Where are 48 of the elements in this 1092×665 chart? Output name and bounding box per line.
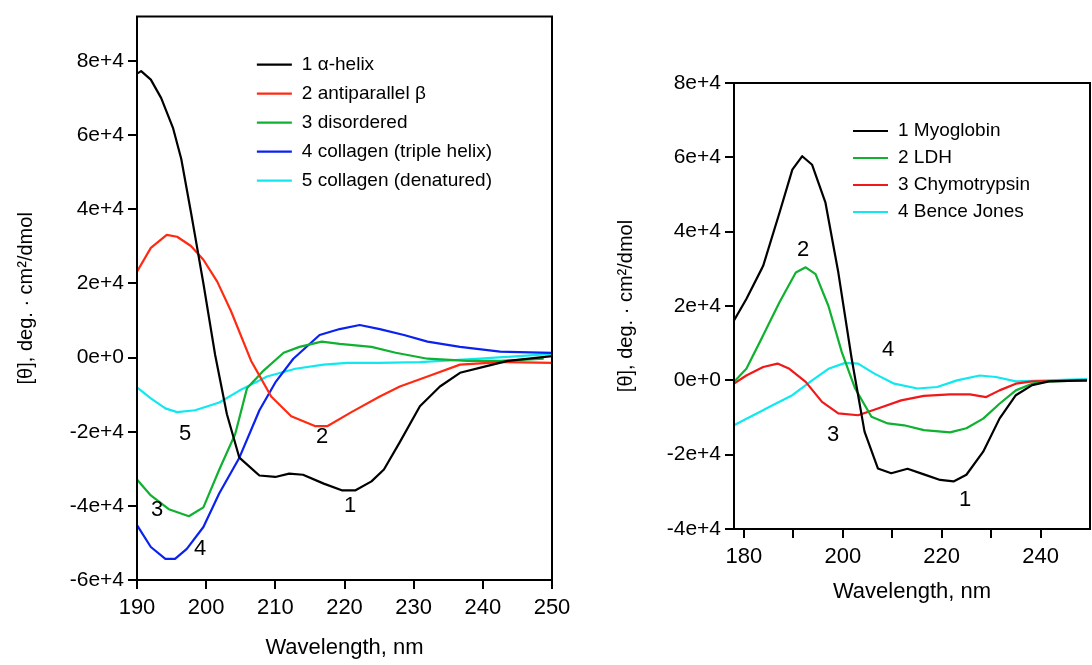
y-tick-label: 2e+4 bbox=[673, 292, 722, 316]
y-axis-title: [θ], deg. · cm²/dmol bbox=[13, 212, 36, 385]
y-tick-label: 4e+4 bbox=[76, 196, 125, 220]
legend-label: 1 α-helix bbox=[301, 52, 375, 74]
y-tick-label: 4e+4 bbox=[673, 218, 722, 242]
y-tick-label: -4e+4 bbox=[69, 492, 125, 516]
y-tick-label: -4e+4 bbox=[666, 515, 722, 539]
annotation: 1 bbox=[958, 486, 972, 512]
legend-label: 5 collagen (denatured) bbox=[301, 168, 493, 190]
y-tick-label: 2e+4 bbox=[76, 270, 125, 294]
legend-label: 3 Chymotrypsin bbox=[898, 173, 1031, 195]
annotation: 3 bbox=[826, 421, 840, 447]
legend-label: 4 collagen (triple helix) bbox=[301, 139, 492, 161]
y-tick-label: 0e+0 bbox=[673, 367, 721, 391]
x-tick-label: 180 bbox=[725, 543, 763, 569]
x-tick-label: 240 bbox=[464, 594, 502, 620]
x-tick-label: 210 bbox=[256, 594, 294, 620]
x-axis-title: Wavelength, nm bbox=[832, 577, 992, 603]
y-tick-label: -6e+4 bbox=[69, 566, 125, 590]
y-tick-label: 8e+4 bbox=[76, 47, 125, 71]
legend-label: 2 LDH bbox=[898, 146, 952, 168]
annotation: 4 bbox=[881, 336, 895, 362]
y-tick-label: -2e+4 bbox=[69, 418, 125, 442]
x-tick-label: 240 bbox=[1022, 543, 1059, 569]
y-axis-title: [θ], deg. · cm²/dmol bbox=[613, 219, 636, 393]
y-tick-label: -2e+4 bbox=[666, 441, 722, 465]
annotation: 2 bbox=[315, 423, 329, 449]
annotation: 1 bbox=[343, 492, 357, 518]
legend-label: 1 Myoglobin bbox=[898, 119, 1001, 141]
y-tick-label: 0e+0 bbox=[76, 344, 124, 368]
legend-label: 3 disordered bbox=[301, 110, 408, 132]
legend-label: 2 antiparallel β bbox=[301, 81, 426, 103]
y-tick-label: 8e+4 bbox=[673, 69, 722, 93]
annotation: 5 bbox=[178, 420, 192, 446]
y-tick-label: 6e+4 bbox=[76, 122, 125, 146]
x-tick-label: 220 bbox=[326, 594, 363, 620]
annotation: 3 bbox=[150, 496, 164, 522]
annotation: 2 bbox=[796, 236, 810, 262]
x-tick-label: 190 bbox=[118, 594, 156, 620]
x-tick-label: 220 bbox=[923, 543, 961, 569]
x-tick-label: 200 bbox=[187, 594, 225, 620]
x-tick-label: 200 bbox=[824, 543, 862, 569]
annotation: 4 bbox=[193, 535, 207, 561]
y-tick-label: 6e+4 bbox=[673, 144, 722, 168]
x-tick-label: 250 bbox=[533, 594, 571, 620]
x-tick-label: 230 bbox=[395, 594, 433, 620]
x-axis-title: Wavelength, nm bbox=[265, 633, 424, 659]
legend-label: 4 Bence Jones bbox=[898, 200, 1024, 222]
